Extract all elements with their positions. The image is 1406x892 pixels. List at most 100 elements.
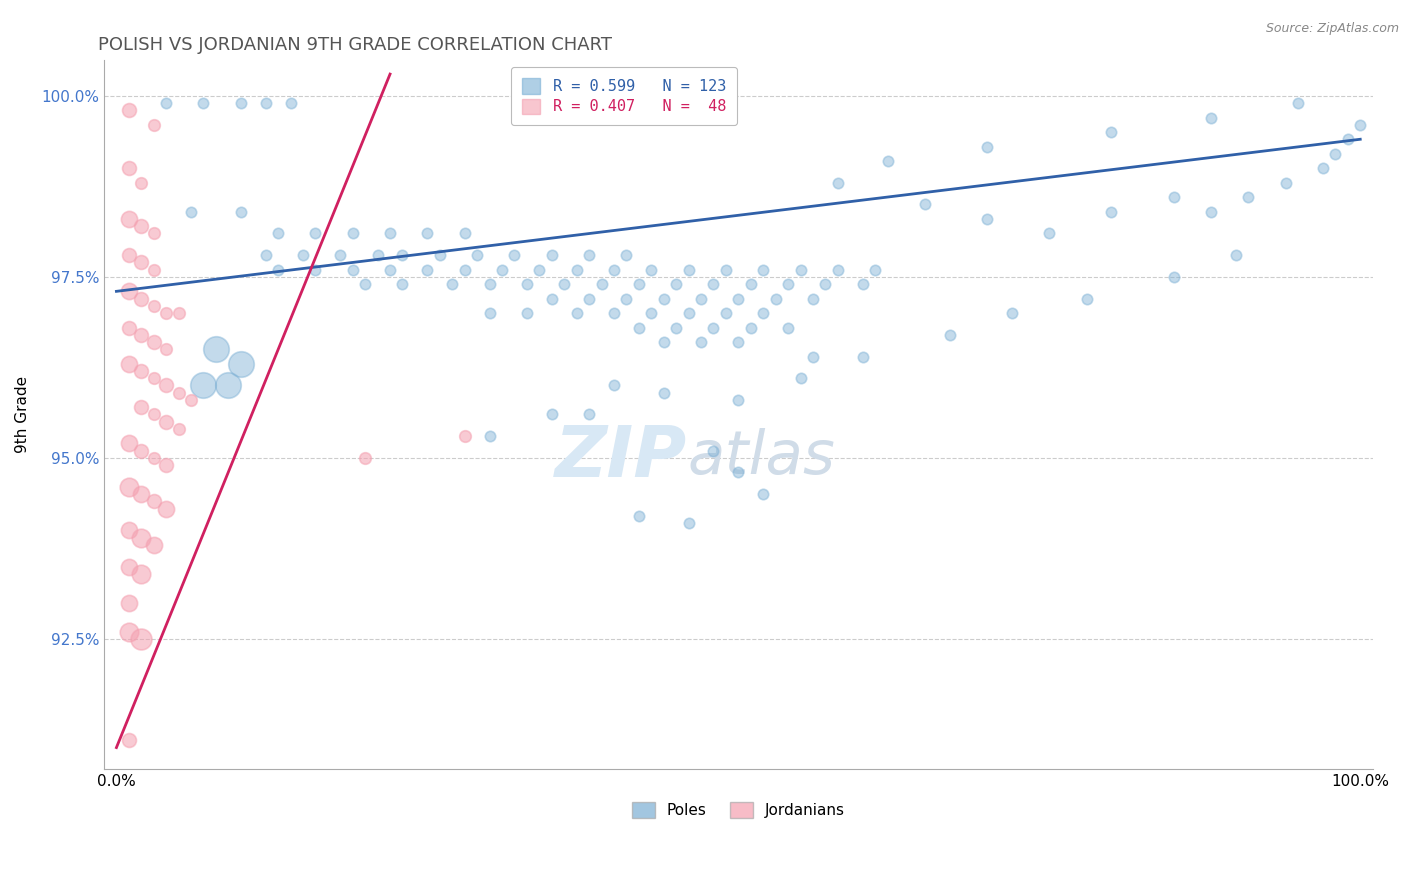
Point <box>267 227 290 241</box>
Point <box>852 350 875 364</box>
Point <box>118 103 141 118</box>
Point <box>578 292 600 306</box>
Point <box>478 277 501 291</box>
Point <box>429 248 451 262</box>
Point <box>142 450 165 465</box>
Point <box>540 248 562 262</box>
Point <box>1348 118 1371 132</box>
Point <box>354 277 377 291</box>
Point <box>801 350 824 364</box>
Point <box>690 334 713 349</box>
Point <box>727 392 749 407</box>
Point <box>1038 227 1060 241</box>
Point <box>801 292 824 306</box>
Point <box>142 299 165 313</box>
Point <box>814 277 837 291</box>
Text: Source: ZipAtlas.com: Source: ZipAtlas.com <box>1265 22 1399 36</box>
Point <box>565 306 588 320</box>
Point <box>118 733 141 747</box>
Point <box>118 357 141 371</box>
Point <box>142 538 165 552</box>
Point <box>503 248 526 262</box>
Point <box>378 262 401 277</box>
Point <box>752 262 775 277</box>
Point <box>454 227 477 241</box>
Point <box>454 429 477 443</box>
Point <box>863 262 886 277</box>
Point <box>142 494 165 508</box>
Point <box>690 292 713 306</box>
Point <box>229 96 252 111</box>
Point <box>1286 96 1309 111</box>
Point <box>565 262 588 277</box>
Text: atlas: atlas <box>688 427 835 486</box>
Point <box>1199 111 1222 125</box>
Point <box>976 139 998 153</box>
Point <box>553 277 575 291</box>
Point <box>665 320 688 334</box>
Point <box>180 204 202 219</box>
Point <box>129 401 152 415</box>
Point <box>118 161 141 176</box>
Y-axis label: 9th Grade: 9th Grade <box>15 376 30 453</box>
Point <box>155 415 177 429</box>
Point <box>129 632 152 646</box>
Point <box>378 227 401 241</box>
Point <box>939 327 962 342</box>
Point <box>229 204 252 219</box>
Point <box>391 248 413 262</box>
Point <box>714 262 737 277</box>
Point <box>1312 161 1334 176</box>
Point <box>827 176 849 190</box>
Point <box>167 385 190 400</box>
Point <box>454 262 477 277</box>
Point <box>342 262 364 277</box>
Point <box>665 277 688 291</box>
Point <box>441 277 464 291</box>
Point <box>727 466 749 480</box>
Point <box>640 306 662 320</box>
Point <box>280 96 302 111</box>
Point <box>1101 125 1123 139</box>
Point <box>516 277 538 291</box>
Point <box>129 566 152 581</box>
Point <box>491 262 513 277</box>
Point <box>129 364 152 378</box>
Point <box>678 306 700 320</box>
Point <box>627 277 650 291</box>
Point <box>167 306 190 320</box>
Point <box>416 262 439 277</box>
Point <box>702 277 724 291</box>
Point <box>540 292 562 306</box>
Point <box>118 320 141 334</box>
Point <box>142 262 165 277</box>
Point <box>416 227 439 241</box>
Point <box>129 219 152 234</box>
Point <box>616 248 638 262</box>
Point <box>765 292 787 306</box>
Point <box>778 320 800 334</box>
Point <box>727 334 749 349</box>
Point <box>118 436 141 450</box>
Point <box>329 248 352 262</box>
Point <box>193 96 215 111</box>
Point <box>652 385 675 400</box>
Point <box>129 443 152 458</box>
Point <box>1225 248 1247 262</box>
Point <box>155 96 177 111</box>
Point <box>1001 306 1024 320</box>
Point <box>540 408 562 422</box>
Point <box>465 248 488 262</box>
Point <box>578 248 600 262</box>
Point <box>155 343 177 357</box>
Point <box>118 596 141 610</box>
Point <box>852 277 875 291</box>
Point <box>678 262 700 277</box>
Text: ZIP: ZIP <box>555 423 688 491</box>
Point <box>976 211 998 226</box>
Point <box>193 378 215 392</box>
Point <box>702 443 724 458</box>
Point <box>118 211 141 226</box>
Point <box>1337 132 1360 146</box>
Point <box>142 408 165 422</box>
